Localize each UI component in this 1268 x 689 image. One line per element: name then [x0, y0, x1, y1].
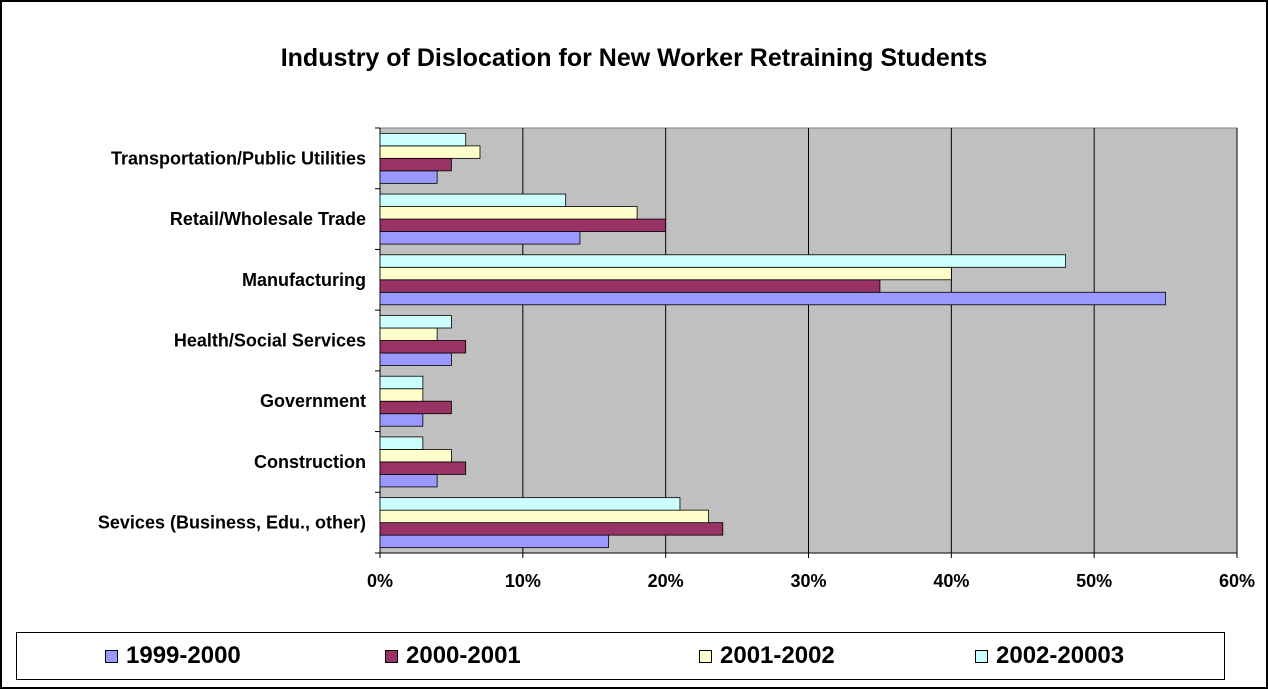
bar — [379, 315, 452, 329]
bar — [379, 145, 481, 159]
x-tick-label: 20% — [648, 571, 684, 591]
legend-swatch — [975, 649, 988, 663]
bar — [379, 497, 681, 511]
bar — [379, 170, 438, 184]
legend-swatch — [105, 649, 118, 663]
category-label: Transportation/Public Utilities — [111, 148, 366, 168]
x-tick-label: 0% — [367, 571, 393, 591]
bar — [379, 375, 424, 390]
x-tick-label: 60% — [1219, 571, 1255, 591]
bar — [379, 509, 709, 524]
bar — [379, 449, 452, 463]
bar — [379, 461, 467, 475]
category-label: Manufacturing — [242, 270, 366, 290]
legend-item: 2000-2001 — [385, 633, 521, 679]
legend-swatch — [699, 649, 712, 663]
legend-item: 1999-2000 — [105, 633, 241, 679]
bar — [379, 522, 724, 536]
legend-item: 2002-20003 — [975, 633, 1124, 679]
bar — [379, 388, 424, 402]
legend-label: 1999-2000 — [126, 642, 241, 669]
x-tick-label: 40% — [933, 571, 969, 591]
bar — [379, 206, 638, 220]
bar — [379, 534, 609, 549]
x-tick-label: 30% — [790, 571, 826, 591]
bar — [379, 352, 452, 366]
bar — [379, 254, 1066, 268]
bar — [379, 193, 567, 207]
category-label: Sevices (Business, Edu., other) — [98, 513, 366, 533]
bar — [379, 413, 424, 427]
legend-label: 2002-20003 — [996, 642, 1125, 669]
bar — [379, 132, 467, 147]
bar — [379, 327, 438, 341]
bar — [379, 266, 952, 281]
legend-label: 2000-2001 — [406, 642, 521, 669]
bar — [379, 400, 452, 415]
legend-label: 2001-2002 — [720, 642, 835, 669]
chart-legend: 1999-2000 2000-2001 2001-2002 2002-20003 — [16, 632, 1225, 680]
chart-title: Industry of Dislocation for New Worker R… — [280, 44, 988, 72]
bar — [379, 474, 438, 488]
bar — [379, 231, 581, 245]
x-tick-label: 50% — [1076, 571, 1112, 591]
category-label: Government — [260, 391, 366, 411]
bar — [379, 157, 452, 172]
bar — [379, 291, 1166, 306]
category-label: Construction — [254, 452, 366, 472]
category-label: Health/Social Services — [174, 331, 366, 351]
x-tick-label: 10% — [505, 571, 541, 591]
legend-swatch — [385, 649, 398, 663]
category-label: Retail/Wholesale Trade — [170, 209, 366, 229]
legend-item: 2001-2002 — [699, 633, 835, 679]
bar — [379, 218, 667, 232]
bar — [379, 436, 424, 450]
bar — [379, 279, 881, 293]
bar — [379, 340, 467, 354]
